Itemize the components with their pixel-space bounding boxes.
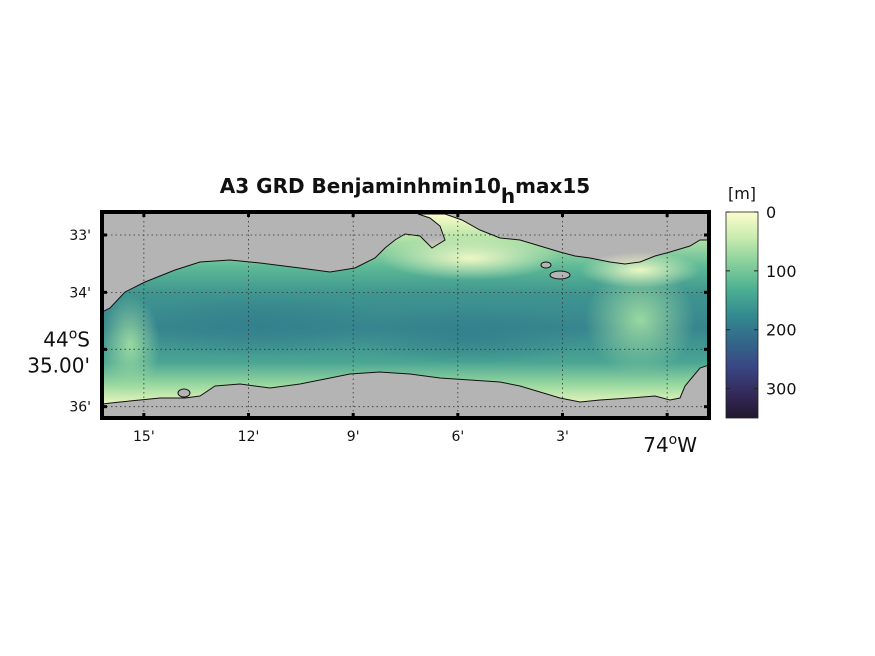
colorbar-tick-label: 0 [766, 203, 776, 222]
deep-core-mid [350, 305, 590, 365]
y-tick-label: 33' [69, 228, 91, 244]
shoal-west [102, 295, 160, 395]
title-suffix: max15 [515, 174, 590, 198]
y-tick-label: 36' [69, 400, 91, 416]
colorbar [725, 211, 759, 419]
island-small [540, 261, 552, 269]
x-tick-label: 9' [347, 429, 360, 445]
y-tick-label-degree: 44oS [43, 326, 90, 351]
x-tick-label: 6' [451, 429, 464, 445]
shoal-northeast [580, 252, 700, 288]
coastline [102, 213, 709, 405]
colorbar-ticks: 0 100 200 300 [726, 203, 797, 399]
x-tick-labels: 15' 12' 9' 6' 3' 74oW [133, 429, 697, 457]
x-tick-label: 15' [133, 429, 155, 445]
tick-marks [102, 212, 709, 418]
island-medium [549, 270, 571, 280]
colorbar-tick-label: 300 [766, 380, 797, 399]
chart-title: A3 GRD Benjaminhmin10hmax15 [220, 174, 590, 208]
colorbar-tick-label: 100 [766, 262, 797, 281]
colorbar-tick-label: 200 [766, 321, 797, 340]
title-subscript: h [501, 184, 515, 208]
map-frame [100, 210, 711, 420]
y-tick-label-minutes: 35.00' [27, 353, 90, 377]
map-panel [102, 212, 709, 418]
x-tick-label-degree: 74oW [643, 432, 697, 457]
y-tick-label: 34' [69, 285, 91, 301]
x-tick-label: 3' [556, 429, 569, 445]
colorbar-label: [m] [728, 184, 756, 203]
grid-lines [102, 212, 709, 418]
deep-core-west [130, 293, 390, 357]
x-tick-label: 12' [238, 429, 260, 445]
island-south [177, 388, 191, 398]
shoal-north [380, 236, 560, 280]
title-prefix: A3 GRD Benjaminhmin10 [220, 174, 501, 198]
